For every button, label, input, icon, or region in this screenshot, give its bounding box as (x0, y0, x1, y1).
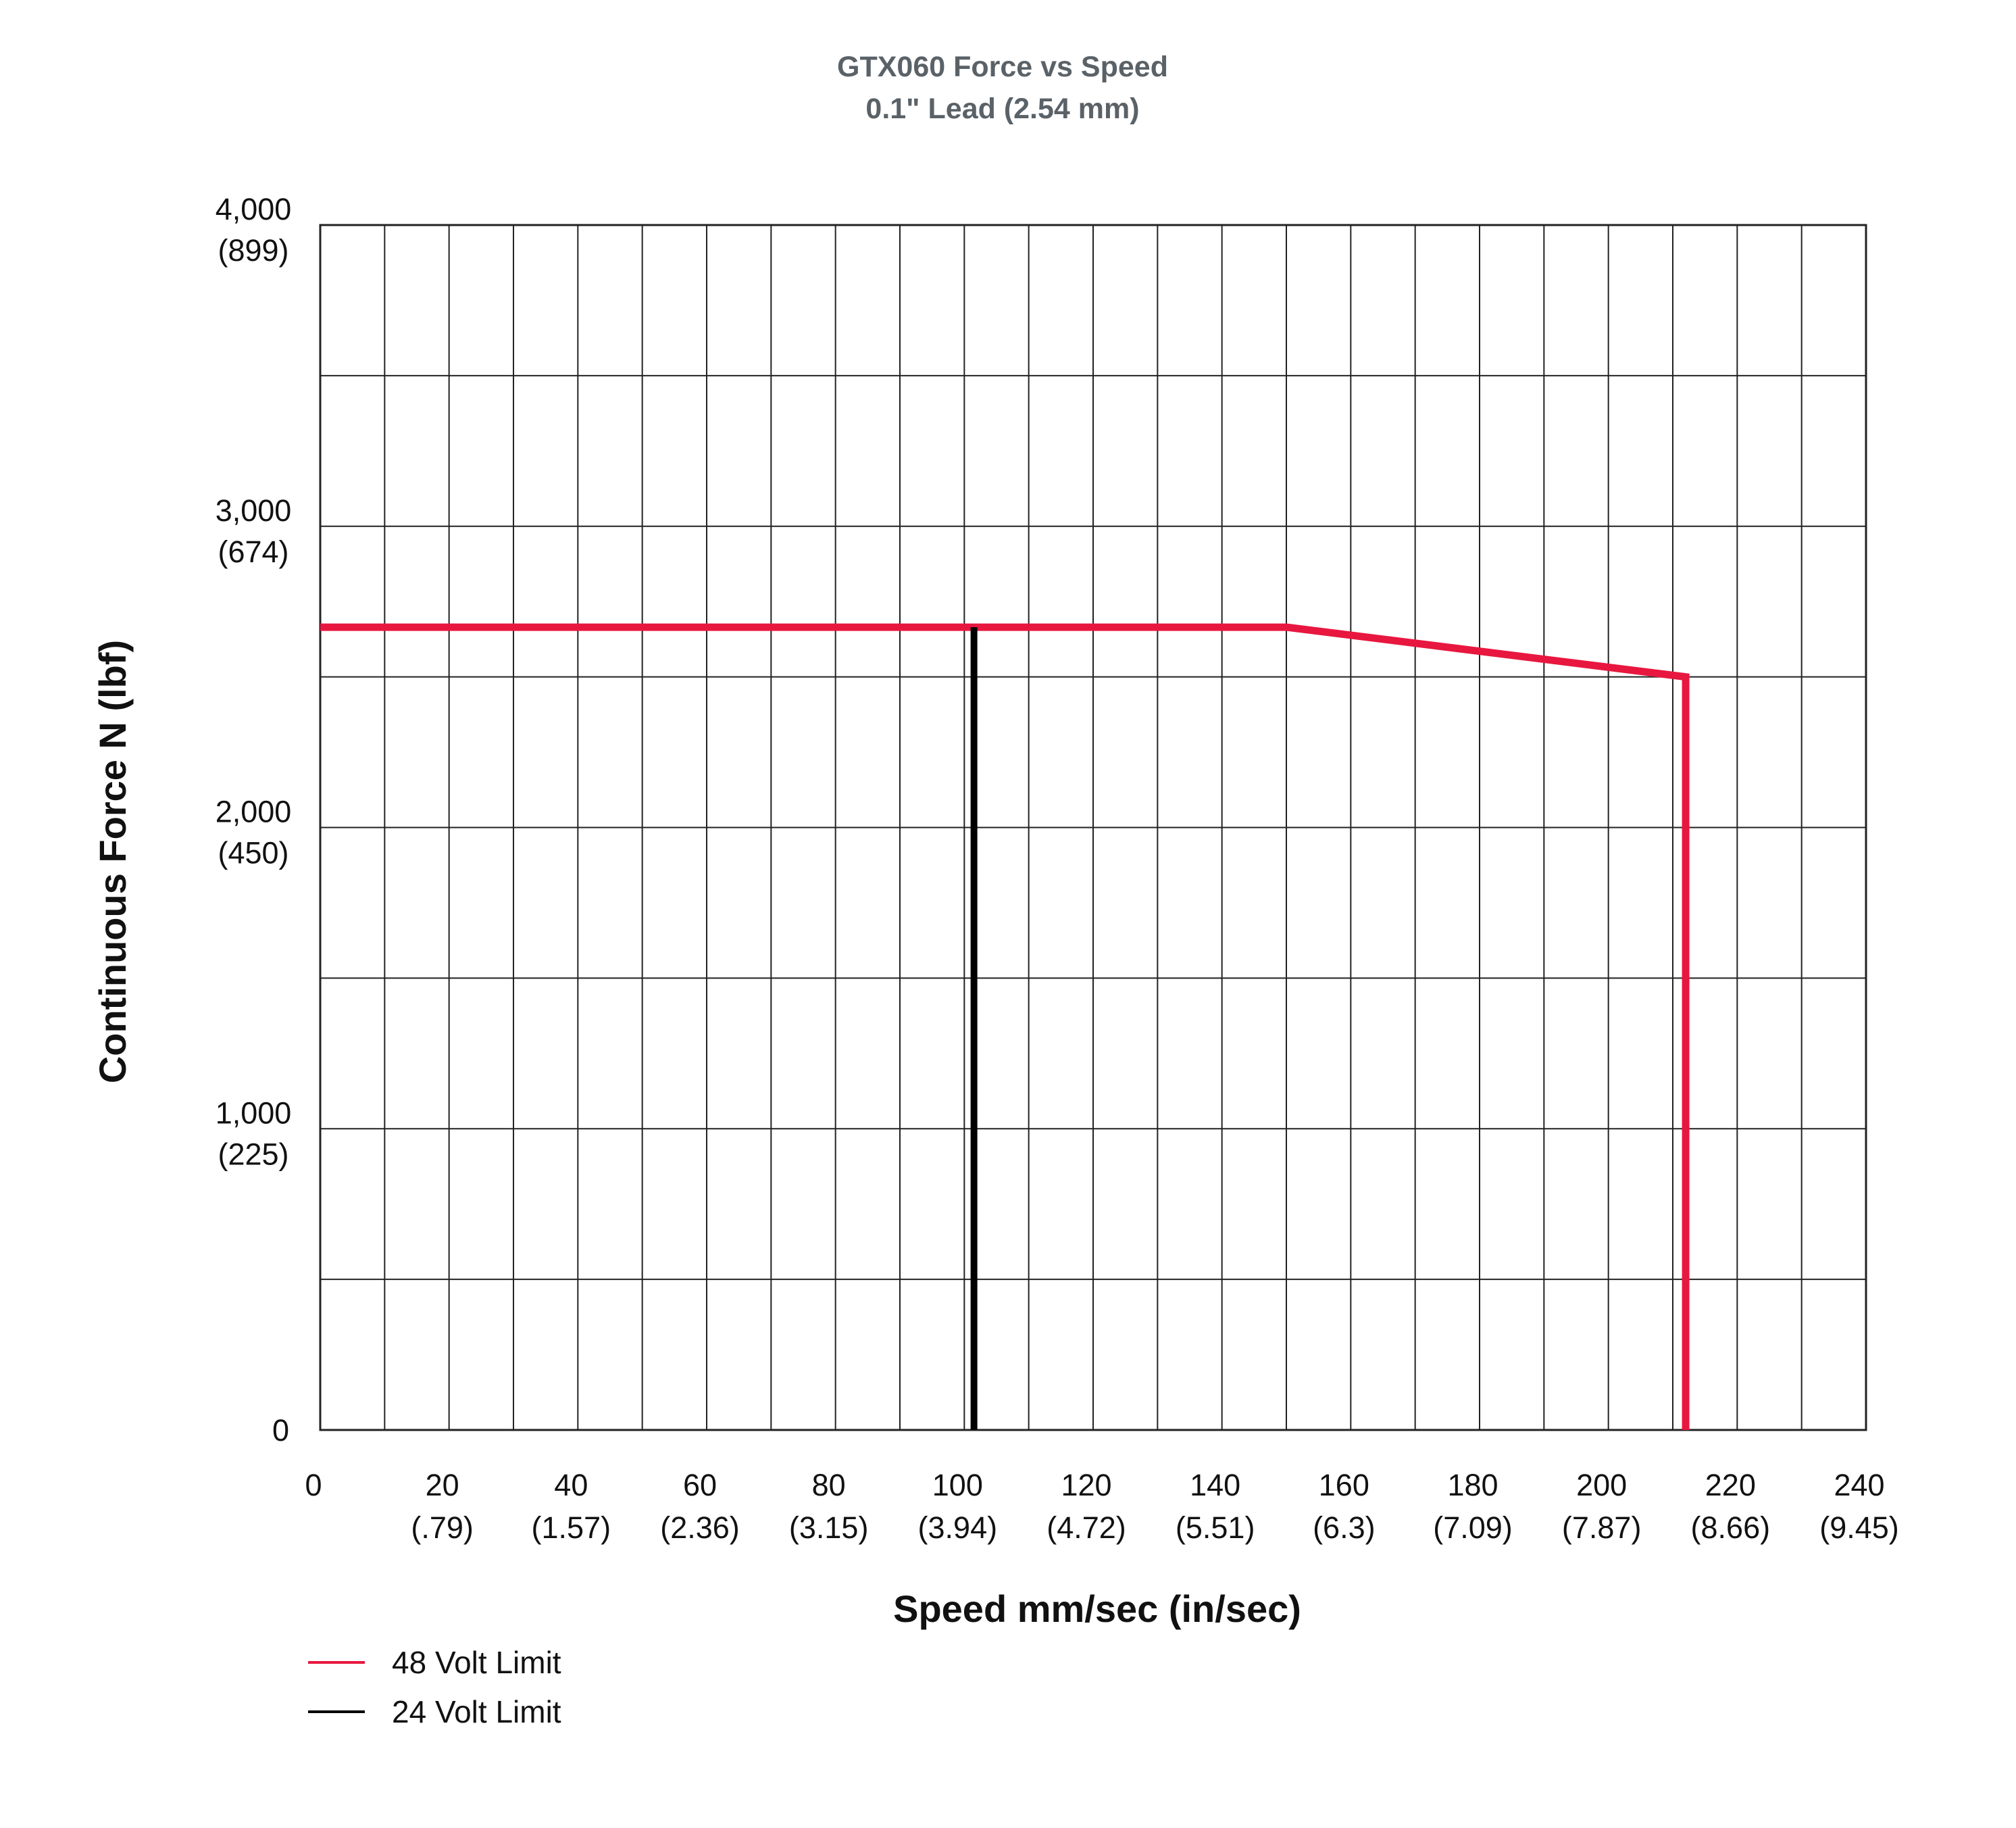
grid (319, 224, 1867, 1431)
y-tick-sublabel: (450) (218, 836, 288, 870)
x-tick-label: 20 (426, 1468, 459, 1502)
series-line (320, 623, 1690, 1430)
legend: 48 Volt Limit 24 Volt Limit (308, 1645, 561, 1729)
x-tick-sublabel: (9.45) (1819, 1510, 1899, 1545)
x-tick-label: 240 (1834, 1468, 1884, 1502)
x-tick-label: 40 (554, 1468, 588, 1502)
x-tick-label: 200 (1576, 1468, 1627, 1502)
x-tick-label: 80 (812, 1468, 846, 1502)
chart-subtitle: 0.1" Lead (2.54 mm) (865, 93, 1139, 125)
x-tick-sublabel: (8.66) (1691, 1510, 1771, 1545)
x-tick-sublabel: (6.3) (1313, 1510, 1376, 1545)
x-tick-sublabel: (1.57) (532, 1510, 611, 1545)
x-tick-sublabel: (.79) (411, 1510, 474, 1545)
x-tick-label: 100 (932, 1468, 983, 1502)
series-lines (320, 623, 1690, 1430)
y-tick-label: 4,000 (216, 192, 292, 226)
x-tick-sublabel: (3.94) (918, 1510, 998, 1545)
x-tick-sublabel: (4.72) (1047, 1510, 1126, 1545)
x-tick-label: 0 (305, 1468, 322, 1502)
legend-label: 48 Volt Limit (392, 1645, 561, 1680)
y-tick-sublabel: (225) (218, 1137, 288, 1171)
x-tick-label: 60 (683, 1468, 717, 1502)
x-tick-labels: 0 20 (.79) 40 (1.57) 60 (2.36) 80 (3.15) 100 (3.94… (305, 1468, 1898, 1545)
x-tick-label: 180 (1447, 1468, 1498, 1502)
x-tick-sublabel: (5.51) (1176, 1510, 1255, 1545)
y-tick-label: 1,000 (216, 1095, 292, 1130)
y-tick-sublabel: (899) (218, 233, 288, 268)
y-axis-title: Continuous Force N (lbf) (91, 640, 134, 1083)
x-tick-sublabel: (2.36) (660, 1510, 740, 1545)
legend-label: 24 Volt Limit (392, 1694, 561, 1729)
x-tick-sublabel: (7.09) (1433, 1510, 1513, 1545)
x-axis-title: Speed mm/sec (in/sec) (893, 1587, 1301, 1630)
x-tick-label: 220 (1705, 1468, 1756, 1502)
y-tick-label: 2,000 (216, 795, 292, 829)
x-tick-label: 120 (1061, 1468, 1111, 1502)
x-tick-sublabel: (7.87) (1562, 1510, 1642, 1545)
plot-frame (319, 224, 1867, 1431)
y-tick-sublabel: (674) (218, 535, 288, 569)
y-tick-labels: 0 1,000 (225) 2,000 (450) 3,000 (674) 4,000 (899… (216, 192, 292, 1448)
chart-title: GTX060 Force vs Speed (837, 51, 1168, 83)
y-tick-label: 3,000 (216, 493, 292, 528)
x-tick-sublabel: (3.15) (789, 1510, 869, 1545)
x-tick-label: 160 (1319, 1468, 1369, 1502)
y-tick-label: 0 (272, 1413, 289, 1448)
x-tick-label: 140 (1190, 1468, 1240, 1502)
